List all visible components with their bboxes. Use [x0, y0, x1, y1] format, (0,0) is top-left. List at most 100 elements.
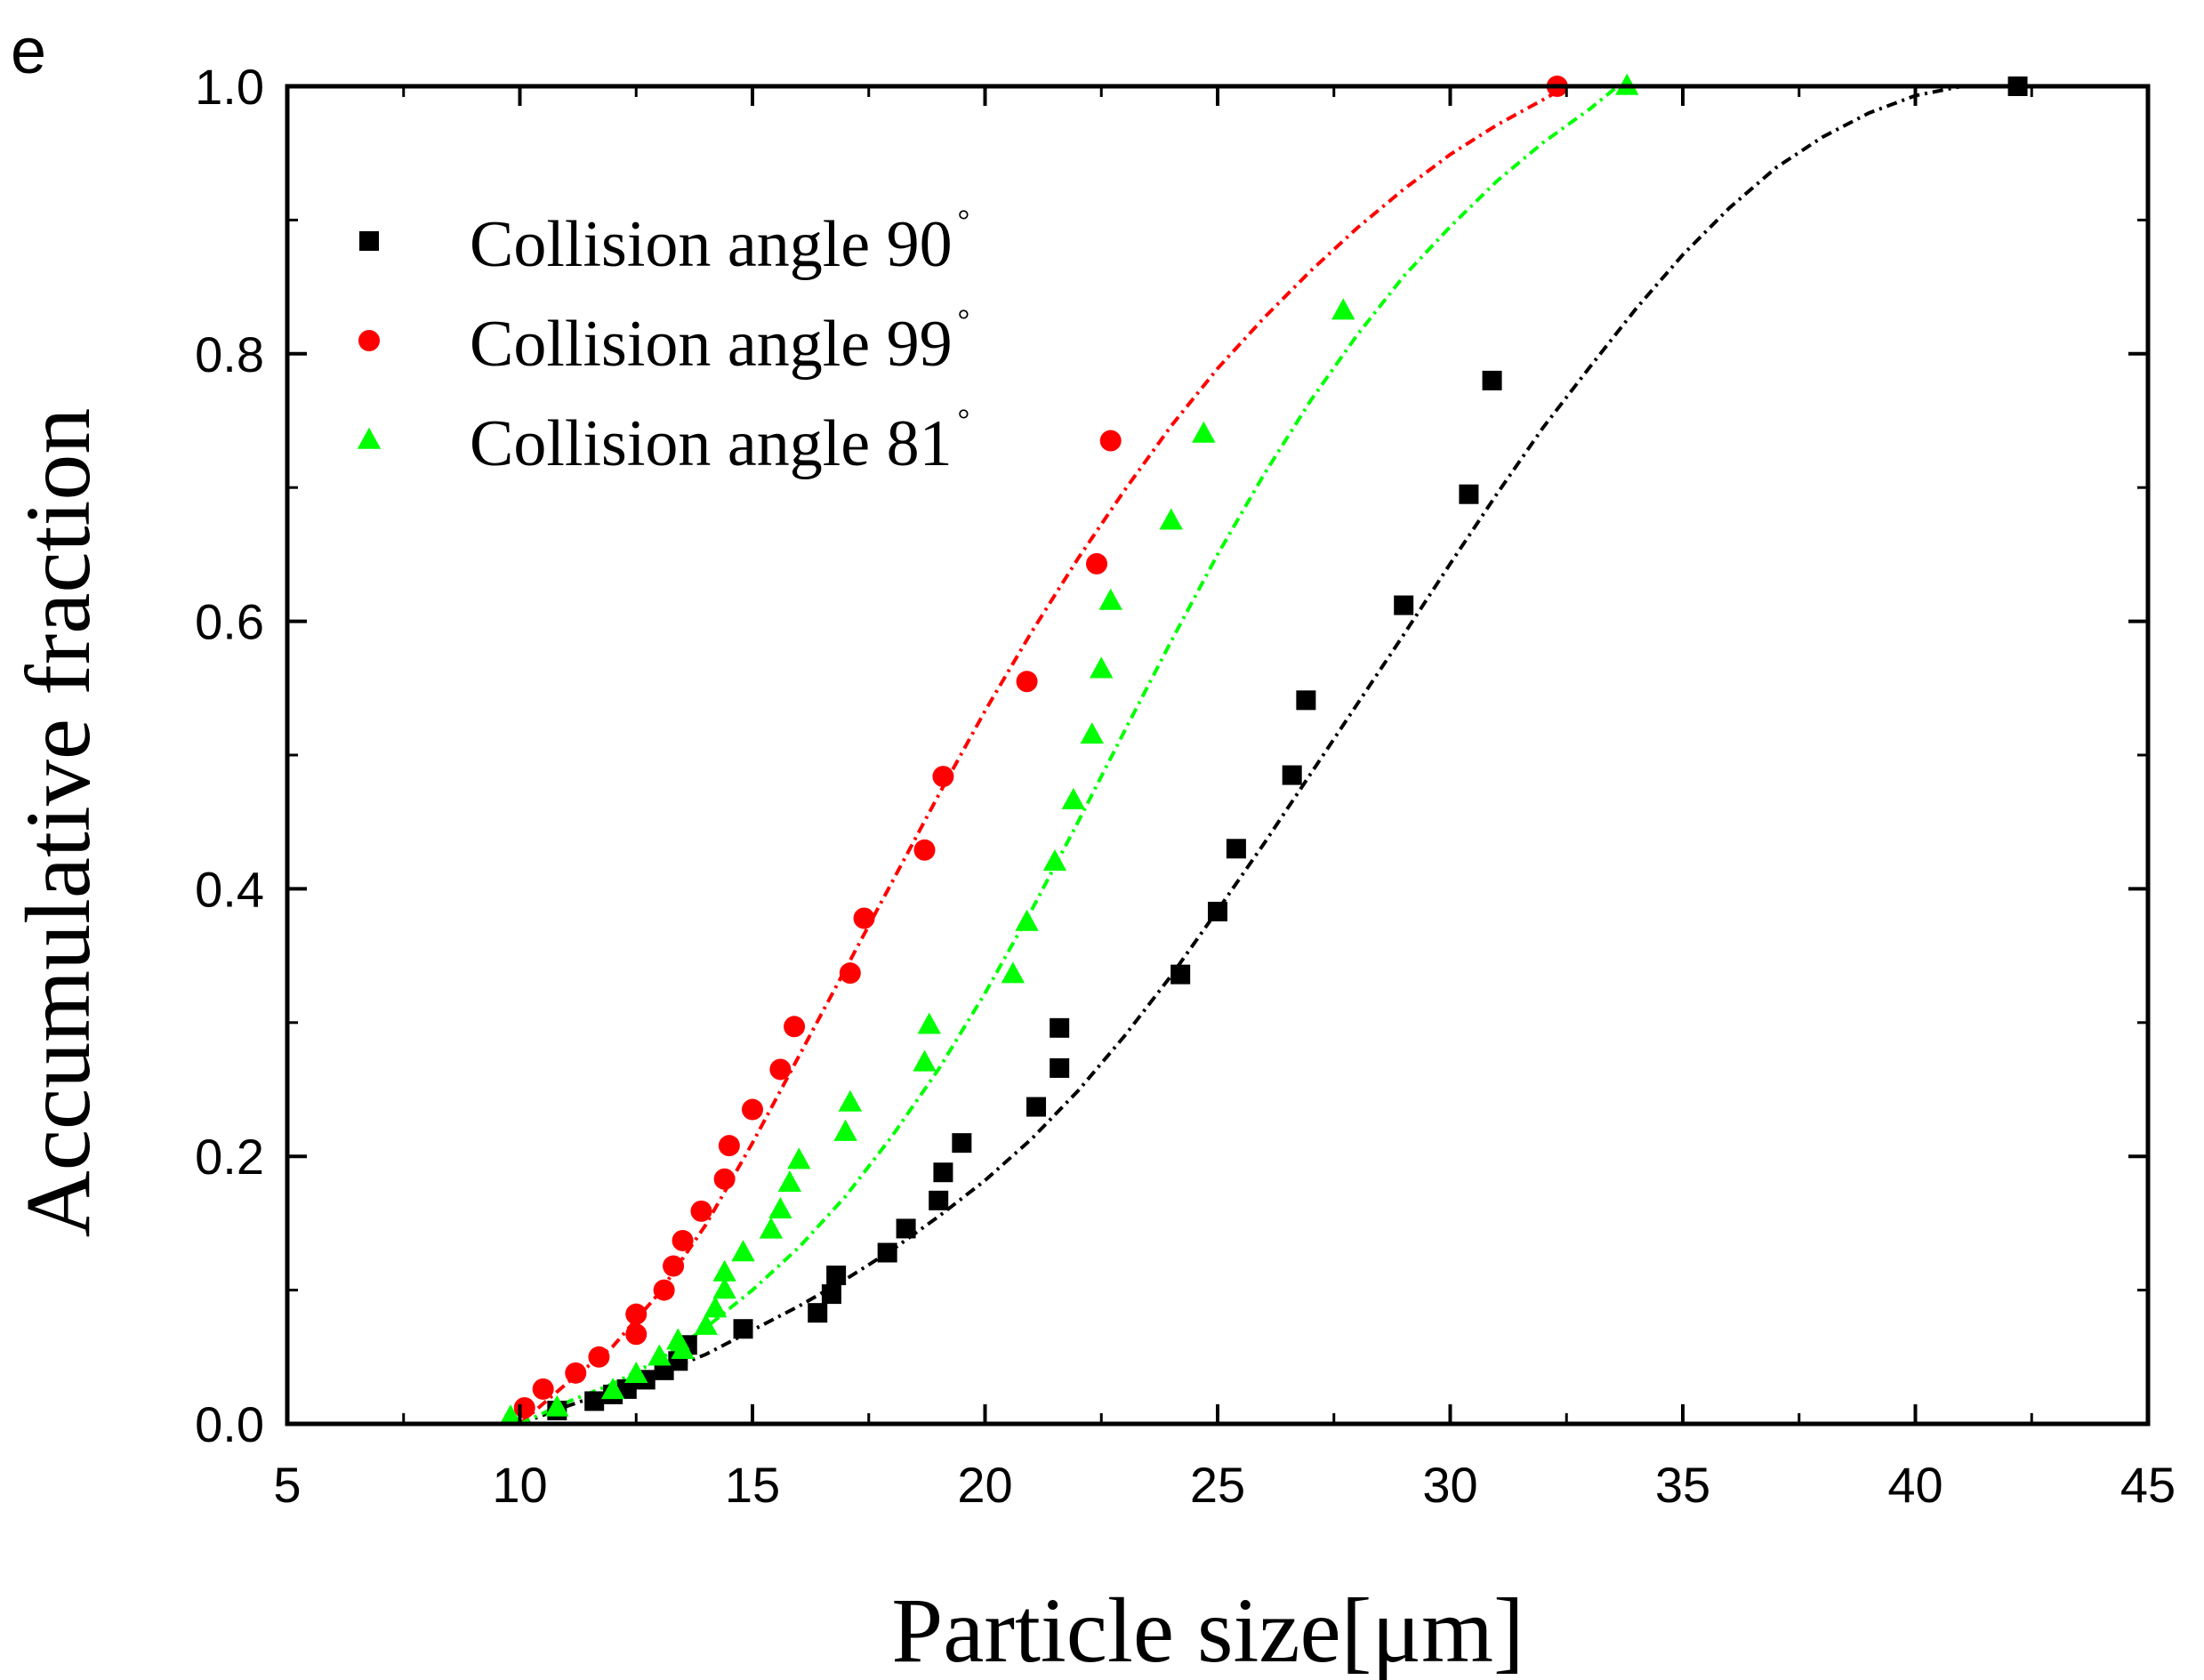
legend-marker — [359, 231, 379, 251]
data-point — [733, 1319, 753, 1339]
data-point — [584, 1391, 605, 1411]
data-point — [600, 1378, 625, 1400]
data-point — [1086, 552, 1108, 575]
x-axis-label: Particle size[μm] — [891, 1580, 1524, 1680]
legend-entry-2: Collision angle 81 ° — [357, 404, 969, 480]
data-point — [1080, 722, 1104, 744]
legend-label: Collision angle 99 ° — [470, 304, 969, 381]
data-point — [821, 1284, 841, 1305]
y-tick-label: 0.2 — [195, 1129, 264, 1185]
data-point — [545, 1395, 569, 1417]
data-point — [913, 839, 936, 861]
data-point — [1016, 671, 1038, 693]
fit-curve-0 — [519, 84, 1963, 1424]
x-tick-label: 30 — [1422, 1457, 1477, 1513]
data-point — [1050, 1017, 1070, 1038]
data-point — [624, 1362, 648, 1384]
legend-marker — [358, 330, 380, 351]
data-point — [839, 962, 861, 985]
fit-curve-1 — [519, 84, 1568, 1424]
data-point — [1394, 595, 1414, 615]
data-point — [1331, 298, 1355, 320]
legend-marker — [357, 427, 382, 449]
data-point — [513, 1396, 535, 1419]
legend-label: Collision angle 90 ° — [470, 205, 969, 281]
data-point — [742, 1098, 763, 1121]
data-point — [616, 1379, 637, 1399]
data-point — [853, 907, 875, 929]
data-point — [713, 1168, 736, 1190]
y-tick-label: 0.6 — [195, 594, 264, 650]
data-point — [1090, 656, 1114, 679]
data-point — [838, 1089, 863, 1112]
data-point — [653, 1279, 675, 1301]
data-point — [718, 1135, 740, 1157]
data-point — [1208, 901, 1227, 921]
data-point — [913, 1049, 937, 1072]
data-point — [712, 1259, 736, 1282]
x-tick-label: 15 — [725, 1457, 780, 1513]
data-point — [769, 1058, 792, 1081]
x-tick-label: 20 — [957, 1457, 1012, 1513]
series-1 — [513, 76, 1568, 1419]
data-point — [1159, 508, 1183, 530]
data-point — [877, 1242, 897, 1263]
data-point — [1061, 787, 1086, 809]
legend-degree-mark: ° — [958, 404, 970, 437]
data-point — [672, 1229, 694, 1251]
data-point — [694, 1313, 718, 1335]
data-point — [690, 1200, 712, 1222]
data-point — [703, 1296, 728, 1318]
data-point — [565, 1362, 587, 1384]
data-point — [663, 1255, 685, 1277]
data-point — [731, 1240, 755, 1262]
data-point — [648, 1344, 672, 1366]
data-point — [532, 1378, 554, 1400]
y-axis-label: Accumulative fraction — [7, 408, 109, 1238]
data-point — [1192, 421, 1216, 443]
x-tick-label: 40 — [1887, 1457, 1943, 1513]
x-tick-label: 5 — [273, 1457, 301, 1513]
data-point — [671, 1337, 695, 1359]
data-point — [1282, 765, 1302, 785]
legend-label: Collision angle 81 ° — [470, 404, 969, 480]
x-tick-label: 45 — [2120, 1457, 2176, 1513]
data-point — [1015, 909, 1039, 931]
data-point — [777, 1170, 802, 1192]
data-point — [712, 1277, 736, 1299]
data-point — [588, 1346, 610, 1368]
data-point — [932, 766, 954, 788]
data-point — [929, 1190, 949, 1210]
y-tick-label: 0.4 — [195, 861, 264, 917]
data-point — [808, 1303, 828, 1323]
y-tick-label: 0.8 — [195, 326, 264, 382]
data-point — [625, 1303, 648, 1325]
plot-area — [498, 73, 2028, 1427]
data-point — [1099, 430, 1122, 452]
legend-entry-1: Collision angle 99 ° — [358, 304, 969, 381]
plot-frame — [285, 84, 2151, 1427]
legend: Collision angle 90 ° Collision angle 99 ° Co… — [357, 205, 969, 480]
data-point — [1001, 961, 1026, 984]
fit-curve-2 — [519, 84, 1620, 1424]
x-tick-label: 35 — [1655, 1457, 1710, 1513]
data-point — [896, 1218, 916, 1239]
data-point — [498, 1404, 523, 1427]
legend-entry-0: Collision angle 90 ° — [359, 205, 969, 281]
data-point — [1459, 484, 1479, 504]
data-point — [933, 1162, 953, 1183]
y-tick-label: 1.0 — [195, 59, 264, 115]
data-point — [1026, 1097, 1047, 1117]
data-point — [1226, 839, 1246, 859]
data-point — [1050, 1057, 1070, 1078]
data-point — [787, 1147, 811, 1170]
data-point — [1482, 370, 1502, 390]
legend-degree-mark: ° — [958, 205, 970, 237]
data-point — [784, 1016, 806, 1038]
data-point — [833, 1119, 857, 1141]
data-point — [768, 1197, 792, 1219]
axes: 5 10 15 20 25 30 35 40 45 0.0 0.2 0.4 0.6 0.8 1.0 — [195, 59, 2176, 1513]
y-tick-label: 0.0 — [195, 1396, 264, 1452]
data-point — [759, 1217, 784, 1239]
